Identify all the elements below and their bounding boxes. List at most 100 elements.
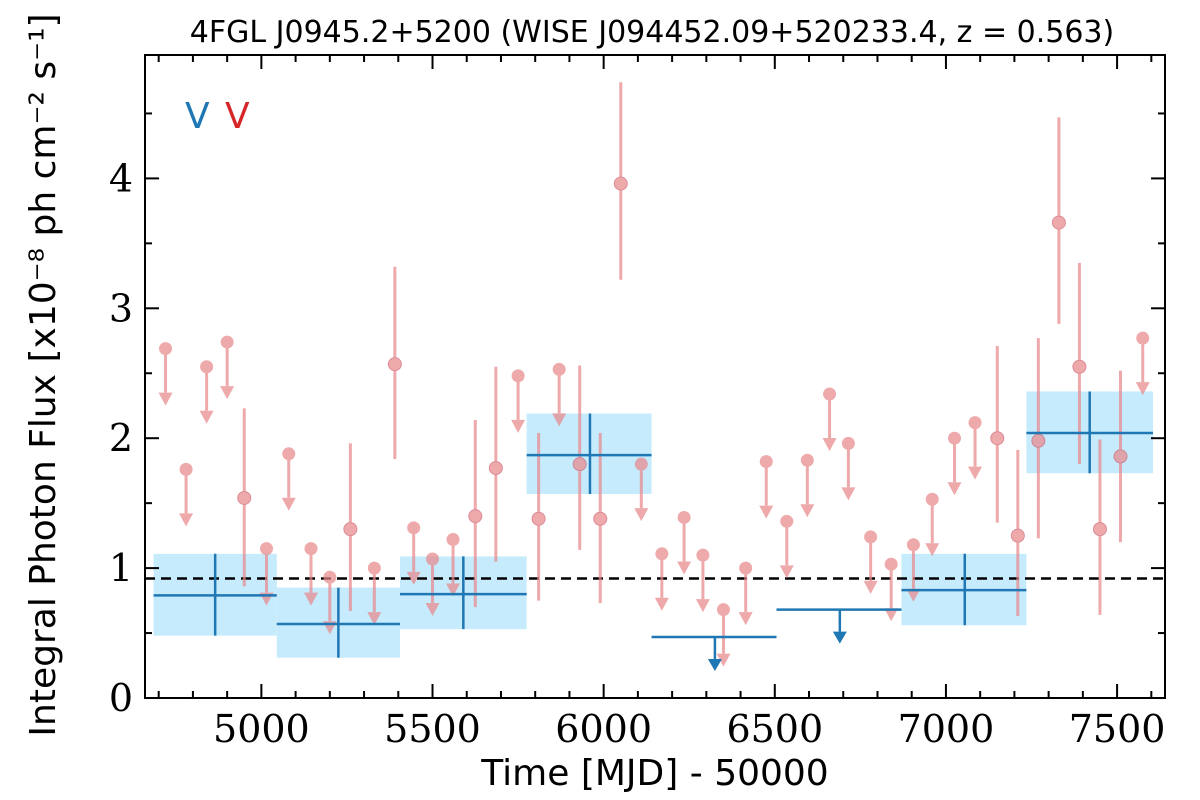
upper-limit-marker <box>511 369 525 383</box>
short-bin-upper-limit <box>716 603 731 667</box>
short-bin-marker <box>572 457 587 472</box>
upper-limit-arrow-head <box>367 612 382 626</box>
short-bin-upper-limit <box>304 542 319 606</box>
upper-limit-marker <box>864 530 878 544</box>
upper-limit-marker <box>634 457 648 471</box>
long-bin-detection <box>526 413 652 495</box>
short-bin-detection <box>237 408 252 587</box>
x-axis-label: Time [MJD] - 50000 <box>480 753 828 794</box>
short-bin-detection <box>572 365 587 550</box>
y-axis-label: Integral Photon Flux [x10⁻⁸ ph cm⁻² s⁻¹] <box>23 13 64 736</box>
short-bin-upper-limit <box>841 436 856 501</box>
x-tick-label: 7000 <box>898 707 995 751</box>
short-bin-upper-limit <box>863 530 878 594</box>
upper-limit-marker <box>179 462 193 476</box>
upper-limit-arrow-head <box>716 653 731 667</box>
upper-limit-marker <box>426 552 440 566</box>
short-bin-upper-limit <box>779 514 794 579</box>
short-bin-upper-limit <box>511 369 526 433</box>
upper-limit-arrow-head <box>634 508 649 522</box>
short-bin-upper-limit <box>220 335 235 400</box>
short-bin-upper-limit <box>425 552 440 617</box>
short-bin-upper-limit <box>654 547 669 611</box>
short-bin-detection <box>1092 439 1107 615</box>
upper-limit-arrow-head <box>1135 382 1150 396</box>
short-bin-detection <box>593 433 608 604</box>
upper-limit-arrow-head <box>677 561 692 575</box>
short-bin-detection <box>343 443 358 611</box>
upper-limit-marker <box>367 561 381 575</box>
upper-limit-marker <box>304 542 318 556</box>
short-bin-detection <box>531 433 546 601</box>
short-bin-marker <box>468 509 483 524</box>
short-bin-detection <box>387 266 402 459</box>
upper-limit-marker <box>823 387 837 401</box>
y-tick-label: 0 <box>109 676 133 720</box>
short-bin-marker <box>1051 215 1066 230</box>
x-tick-label: 6500 <box>726 707 823 751</box>
short-bin-upper-limit <box>677 510 692 575</box>
short-bin-upper-limit <box>446 533 461 597</box>
upper-limit-marker <box>220 335 234 349</box>
short-bin-points <box>158 82 1150 667</box>
short-bin-upper-limit <box>925 492 940 557</box>
short-bin-marker <box>593 511 608 526</box>
x-tick-label: 5000 <box>213 707 310 751</box>
upper-limit-arrow-head <box>406 571 421 585</box>
short-bin-detection <box>1072 262 1087 465</box>
upper-limit-arrow-head <box>695 599 710 613</box>
short-bin-detection <box>613 82 628 280</box>
short-bin-upper-limit <box>634 457 649 522</box>
upper-limit-arrow-head <box>304 592 319 606</box>
upper-limit-marker <box>655 547 669 561</box>
upper-limit-arrow-head <box>779 565 794 579</box>
x-tick-label: 7500 <box>1069 707 1166 751</box>
short-bin-upper-limit <box>884 557 899 622</box>
short-bin-detection <box>1031 338 1046 539</box>
short-bin-detection <box>990 345 1005 523</box>
short-bin-marker <box>613 176 628 191</box>
upper-limit-marker <box>323 570 337 584</box>
short-bin-marker <box>1113 449 1128 464</box>
short-bin-marker <box>237 490 252 505</box>
short-bin-detection <box>1113 370 1128 543</box>
upper-limit-arrow-head <box>800 504 815 518</box>
upper-limit-marker <box>968 416 982 430</box>
long-bin-detection <box>153 553 277 636</box>
x-tick-labels: 5000 5500 6000 6500 7000 7500 <box>213 707 1165 751</box>
short-bin-upper-limit <box>947 431 962 496</box>
upper-limit-marker <box>260 542 274 556</box>
short-bin-upper-limit <box>695 548 710 613</box>
long-bin-detection <box>276 587 400 658</box>
upper-limit-marker <box>906 538 920 552</box>
short-bin-detection <box>1010 449 1025 617</box>
short-bin-marker <box>1072 359 1087 374</box>
short-bin-marker <box>1092 522 1107 537</box>
upper-limit-marker <box>696 548 710 562</box>
short-bin-marker <box>1010 528 1025 543</box>
upper-limit-arrow-head <box>906 588 921 602</box>
short-bin-detection <box>468 420 483 608</box>
long-bin-detection <box>901 553 1027 626</box>
short-bin-detection <box>488 366 503 562</box>
long-bin-detection <box>400 556 527 630</box>
upper-limit-arrow-head <box>654 597 669 611</box>
plot-frame <box>144 54 1166 699</box>
y-tick-label: 4 <box>109 156 133 200</box>
upper-limit-arrow-head <box>863 580 878 594</box>
upper-limit-marker <box>884 557 898 571</box>
upper-limit-marker <box>739 561 753 575</box>
long-bin-arrow-head <box>832 631 847 644</box>
short-bin-marker <box>343 522 358 537</box>
upper-limit-marker <box>780 514 794 528</box>
upper-limit-marker <box>947 431 961 445</box>
short-bin-upper-limit <box>800 453 815 518</box>
upper-limit-arrow-head <box>925 543 940 557</box>
short-bin-marker <box>488 461 503 476</box>
upper-limit-arrow-head <box>822 438 837 452</box>
x-tick-label: 6000 <box>555 707 652 751</box>
short-bin-detection <box>1051 117 1066 324</box>
upper-limit-marker <box>1136 331 1150 345</box>
